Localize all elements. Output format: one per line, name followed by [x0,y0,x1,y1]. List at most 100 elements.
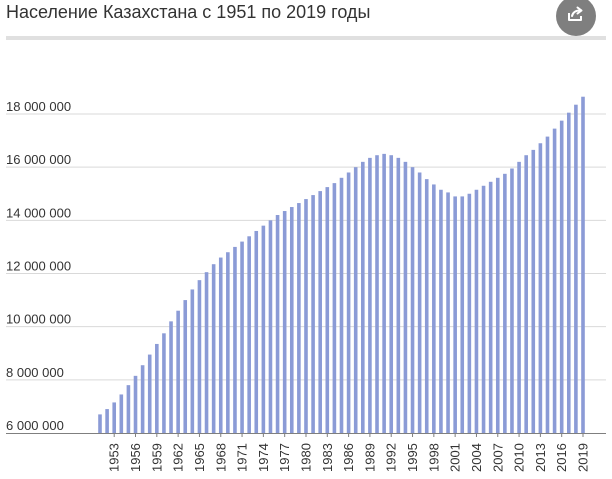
bar [147,354,152,433]
bar [183,300,188,433]
bar [339,177,344,433]
bar [197,280,202,433]
bar [311,195,315,433]
bar [140,365,145,433]
bar [396,157,401,434]
y-tick-label: 18 000 000 [6,99,71,114]
x-tick-label: 1962 [171,443,186,472]
bar [162,333,166,433]
bar [247,236,251,433]
bar [169,321,173,433]
bar [226,252,230,433]
x-tick-label: 1977 [277,443,292,472]
x-tick-label: 2004 [469,443,484,472]
bar [126,385,131,433]
x-tick-label: 1992 [384,443,399,472]
bar [495,177,500,433]
y-tick-label: 14 000 000 [6,205,71,220]
share-icon [566,4,586,29]
x-tick-label: 1959 [149,443,164,472]
bar [98,414,102,433]
bar [233,246,237,433]
x-tick-label: 1956 [128,443,143,472]
share-button[interactable] [556,0,596,36]
bar [240,241,244,433]
bar [268,220,273,433]
bar [297,203,301,433]
bar [439,189,443,433]
bar [417,172,422,433]
bar [524,155,528,433]
y-tick-label: 16 000 000 [6,152,71,167]
y-tick-label: 10 000 000 [6,312,71,327]
bar [304,199,308,433]
x-tick-label: 2013 [533,443,548,472]
bar [574,104,578,433]
bar [566,112,571,433]
bar [545,136,550,434]
bar [424,179,429,433]
bar [261,225,266,433]
x-tick-label: 1989 [362,443,377,472]
x-tick-label: 1974 [256,443,271,472]
bar [289,207,294,433]
bar [204,272,209,433]
bar [325,187,330,433]
x-tick-label: 1983 [320,443,335,472]
bar [382,153,386,433]
bar [488,181,493,433]
x-tick-label: 1953 [107,443,122,472]
x-tick-label: 2001 [448,443,463,472]
bar [275,215,280,433]
chart-title: Население Казахстана с 1951 по 2019 годы [6,2,371,22]
x-tick-label: 1971 [235,443,250,472]
bar [119,394,124,433]
bar [375,155,379,433]
bar [112,402,117,433]
x-tick-label: 1965 [192,443,207,472]
bar [318,191,322,433]
bar [481,185,486,433]
bar [453,196,457,433]
x-tick-label: 1986 [341,443,356,472]
bar [517,161,521,433]
bar [368,157,372,434]
bar [403,161,408,433]
x-tick-label: 1980 [298,443,313,472]
x-tick-label: 1998 [426,443,441,472]
bar [410,167,415,433]
y-tick-label: 6 000 000 [6,418,64,433]
y-tick-label: 12 000 000 [6,259,71,274]
bar [446,192,450,433]
bar [133,375,138,433]
x-tick-label: 1968 [213,443,228,472]
bar [254,230,259,433]
bar [332,183,337,433]
bar [538,143,543,433]
bar [361,161,365,433]
bar [503,173,507,433]
title-divider [6,36,606,40]
bar [581,96,585,434]
x-tick-label: 2019 [576,443,591,472]
bar [353,167,358,433]
bar [559,120,564,433]
bar [218,257,223,433]
x-tick-label: 1995 [405,443,420,472]
x-tick-label: 2007 [490,443,505,472]
bar [467,193,472,433]
bar [176,310,180,433]
x-tick-label: 2010 [512,443,527,472]
bar [389,155,394,433]
bar [552,128,557,433]
bar [105,409,109,433]
bar [510,168,514,433]
bar [211,264,216,433]
bar [155,343,159,433]
bar [282,211,287,433]
x-tick-label: 2016 [554,443,569,472]
bar [432,184,436,433]
y-tick-label: 8 000 000 [6,365,64,380]
bar [531,149,536,433]
